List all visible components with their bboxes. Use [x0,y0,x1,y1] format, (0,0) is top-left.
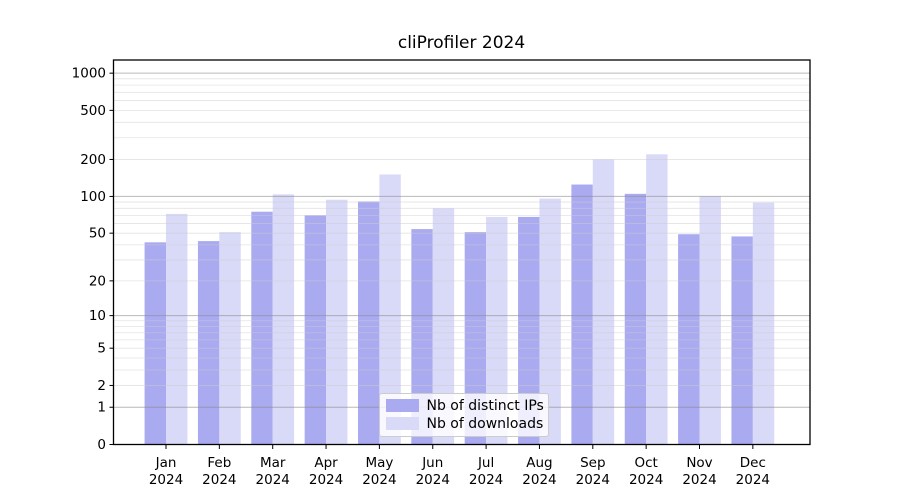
x-tick-label-year: 2024 [416,472,450,488]
legend-swatch-distinct-ips [385,399,419,412]
bar-distinct-ips [304,215,327,445]
x-tick-label-year: 2024 [149,472,183,488]
x-tick-label-month: Feb [207,455,231,471]
bar-downloads [272,194,295,445]
x-tick-label-year: 2024 [256,472,290,488]
legend-label: Nb of downloads [426,415,544,432]
legend-label: Nb of distinct IPs [426,397,544,414]
x-tick-label-year: 2024 [736,472,770,488]
bar-downloads [219,232,241,445]
x-tick-label-year: 2024 [682,472,716,488]
bar-downloads [646,154,668,445]
x-tick-label-year: 2024 [576,472,610,488]
x-tick-label-month: Dec [740,455,766,471]
bar-distinct-ips [358,201,380,445]
bar-downloads [486,216,508,445]
y-tick-label: 100 [80,189,106,205]
x-tick-label-year: 2024 [309,472,343,488]
bar-downloads [752,202,775,445]
x-tick-label-month: Mar [260,455,286,471]
legend-item: Nb of downloads [385,415,544,432]
bar-distinct-ips [731,236,753,445]
x-tick-label-month: Oct [634,455,657,471]
bar-distinct-ips [144,242,166,445]
x-tick-label-month: Sep [580,455,605,471]
x-tick-label-month: Aug [526,455,552,471]
y-tick-label: 500 [80,103,106,119]
legend-item: Nb of distinct IPs [385,397,544,414]
x-tick-label-year: 2024 [469,472,503,488]
y-tick-label: 20 [89,273,106,289]
chart-title: cliProfiler 2024 [397,33,526,53]
x-tick-label-month: Nov [686,455,712,471]
y-tick-label: 5 [97,341,106,357]
bar-downloads [592,159,615,445]
legend: Nb of distinct IPs Nb of downloads [378,392,549,437]
y-tick-label: 10 [89,308,106,324]
x-tick-label-month: Jun [421,455,443,471]
bar-distinct-ips [251,211,273,445]
bar-distinct-ips [571,184,593,445]
x-tick-label-month: Jul [477,455,494,471]
legend-swatch-downloads [385,417,419,430]
bar-downloads [166,213,188,445]
bar-downloads [379,174,401,445]
y-tick-label: 1000 [72,66,106,82]
x-tick-label-year: 2024 [629,472,663,488]
x-tick-label-month: Apr [314,455,338,471]
x-tick-label-year: 2024 [362,472,396,488]
bar-distinct-ips [464,232,487,445]
bar-distinct-ips [624,193,647,445]
bar-distinct-ips [411,229,433,445]
x-tick-label-month: Jan [155,455,177,471]
x-tick-label-year: 2024 [202,472,236,488]
bar-downloads [326,199,348,445]
x-tick-label-year: 2024 [522,472,556,488]
y-tick-label: 0 [97,437,106,453]
bar-distinct-ips [197,241,220,445]
x-tick-label-month: May [365,455,393,471]
bar-distinct-ips [518,216,540,445]
plot-frame [112,59,811,446]
y-tick-label: 200 [80,152,106,168]
y-tick-label: 1 [97,400,106,416]
y-tick-label: 2 [97,378,106,394]
bar-distinct-ips [678,234,700,445]
y-tick-label: 50 [89,226,106,242]
